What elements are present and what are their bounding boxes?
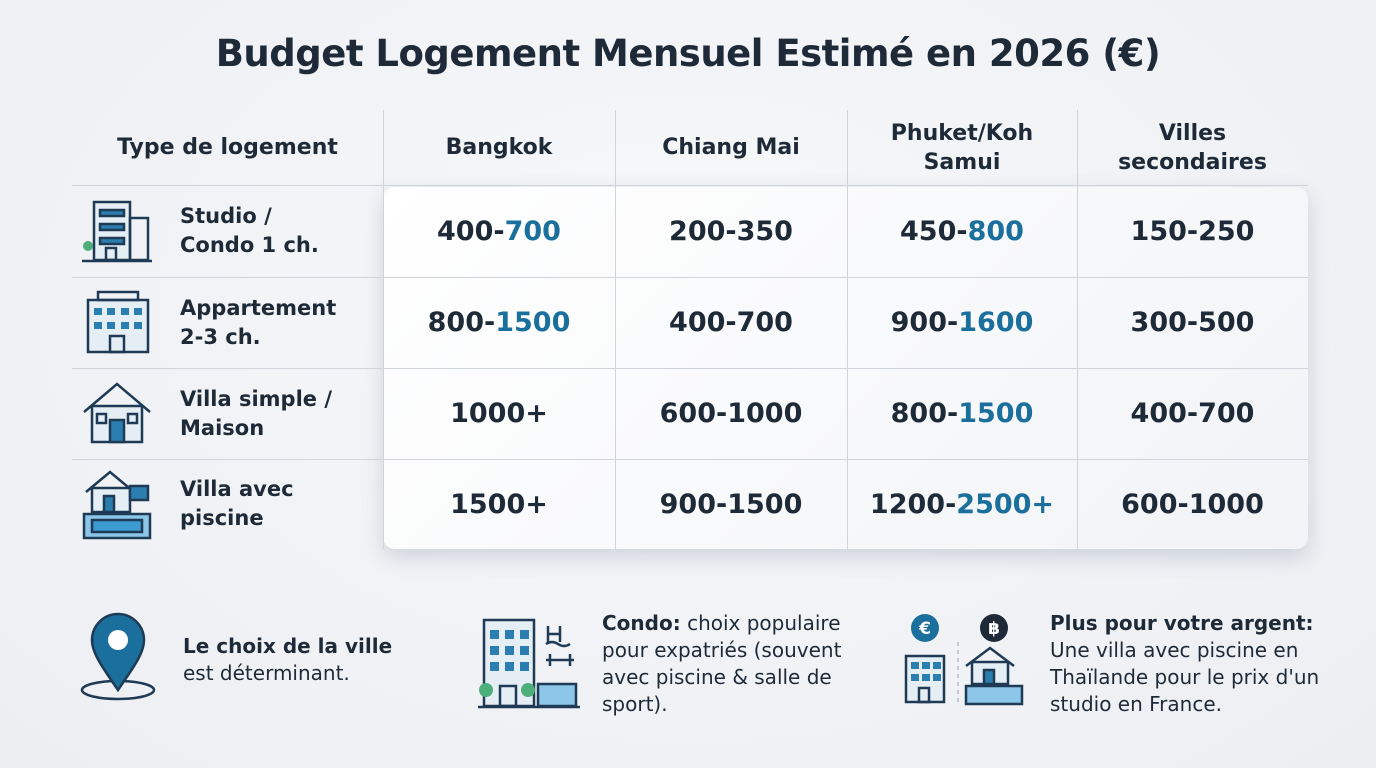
row-label-text: 2-3 ch.: [180, 324, 261, 349]
note-bold: Condo:: [602, 611, 681, 635]
cell: 1500+: [383, 459, 615, 549]
row-label: Studio / Condo 1 ch.: [180, 185, 383, 277]
icon-house: [83, 382, 151, 444]
cell-text: 150-250: [1130, 215, 1255, 247]
cell-text: 800-: [427, 307, 496, 338]
row-label-text: piscine: [180, 506, 264, 530]
note: Le choix de la ville est déterminant.: [183, 633, 443, 687]
note: Plus pour votre argent: Une villa avec p…: [1050, 610, 1320, 718]
cell-text: 2500+: [956, 488, 1055, 520]
cell: 200-350: [615, 185, 847, 277]
header-text: Samui: [923, 149, 1001, 175]
header-text: Type de logement: [117, 135, 338, 160]
icon-studio: [82, 200, 152, 263]
icon-pool-villa: [82, 470, 152, 540]
row-label: Villa avec piscine: [180, 459, 383, 549]
row-rule: [72, 368, 1308, 369]
cell-text: 800: [967, 215, 1024, 247]
cell-text: 700: [504, 215, 561, 247]
cell: 1200- 2500+: [847, 459, 1077, 549]
cell: 400-700: [383, 185, 615, 277]
row-rule: [72, 459, 1308, 460]
cell: 600-1000: [1077, 459, 1308, 549]
cell: 900-1500: [615, 459, 847, 549]
row-rule: [72, 185, 1308, 186]
header-cell: Phuket/Koh Samui: [847, 110, 1077, 185]
row-label-text: Villa simple /: [180, 386, 332, 411]
header-text: secondaires: [1118, 149, 1267, 175]
icon-condo: [478, 618, 580, 709]
row-label-text: Villa avec: [180, 477, 294, 501]
icon-pin: [80, 612, 156, 701]
cell-text: 800-: [890, 398, 959, 429]
cell-text: 1500: [958, 398, 1034, 429]
baht-coin: [980, 614, 1008, 642]
cell: 800- 1500: [383, 277, 615, 368]
cell: 400-700: [1077, 368, 1308, 459]
header-cell: Type de logement: [72, 110, 383, 185]
cell: 400-700: [615, 277, 847, 368]
note-bold: Plus pour votre argent:: [1050, 611, 1314, 635]
cell-text: 1600: [958, 307, 1034, 338]
cell-text: 1000+: [450, 398, 548, 429]
cell: 1000+: [383, 368, 615, 459]
column-rule: [1077, 110, 1078, 549]
header-text: Villes: [1158, 120, 1227, 146]
column-rule: [383, 110, 384, 549]
cell-text: 900-1500: [659, 488, 803, 520]
note-text: choix populaire pour expatriés (souvent …: [602, 611, 842, 716]
icon-apartment: [86, 290, 150, 354]
cell-text: 450-: [900, 215, 968, 247]
cell-text: 1200-: [869, 488, 957, 520]
note: Condo: choix populaire pour expatriés (s…: [602, 610, 864, 718]
row-rule: [72, 277, 1308, 278]
euro-coin: [911, 614, 939, 642]
column-rule: [847, 110, 848, 549]
row-label-text: Studio /: [180, 204, 272, 228]
header-text: Bangkok: [445, 135, 553, 160]
symbol: ฿: [988, 619, 1000, 639]
cell: 450- 800: [847, 185, 1077, 277]
cell: 800- 1500: [847, 368, 1077, 459]
cell: 600-1000: [615, 368, 847, 459]
cell-text: 900-: [890, 307, 959, 338]
row-label-text: Condo 1 ch.: [180, 233, 319, 257]
row-label: Appartement 2-3 ch.: [180, 277, 383, 368]
header-cell: Chiang Mai: [615, 110, 847, 185]
column-rule: [615, 110, 616, 549]
note-text: est déterminant.: [183, 661, 350, 685]
cell: 150-250: [1077, 185, 1308, 277]
row-label: Villa simple / Maison: [180, 368, 383, 459]
cell-text: 1500: [495, 307, 571, 338]
cell-text: 400-700: [669, 307, 793, 338]
cell-text: 600-1000: [1121, 488, 1264, 520]
symbol: €: [918, 619, 931, 639]
cell-text: 1500+: [450, 488, 548, 520]
cell-text: 600-1000: [659, 398, 803, 429]
cell-text: 400-700: [1130, 398, 1255, 429]
title: Budget Logement Mensuel Estimé en 2026 (…: [215, 32, 1161, 75]
cell: 900- 1600: [847, 277, 1077, 368]
header-cell: Bangkok: [383, 110, 615, 185]
header-cell: Villes secondaires: [1077, 110, 1308, 185]
header-text: Chiang Mai: [662, 135, 800, 160]
cell-text: 200-350: [669, 215, 793, 247]
cell-text: 300-500: [1130, 307, 1255, 338]
cell-text: 400-: [437, 215, 505, 247]
cell: 300-500: [1077, 277, 1308, 368]
note-text: Une villa avec piscine en Thaïlande pour…: [1050, 638, 1320, 716]
row-label-text: Maison: [180, 415, 265, 440]
icon-compare: [904, 646, 1024, 706]
note-bold: Le choix de la ville: [183, 634, 393, 658]
row-label-text: Appartement: [180, 295, 337, 320]
header-text: Phuket/Koh: [890, 120, 1034, 146]
